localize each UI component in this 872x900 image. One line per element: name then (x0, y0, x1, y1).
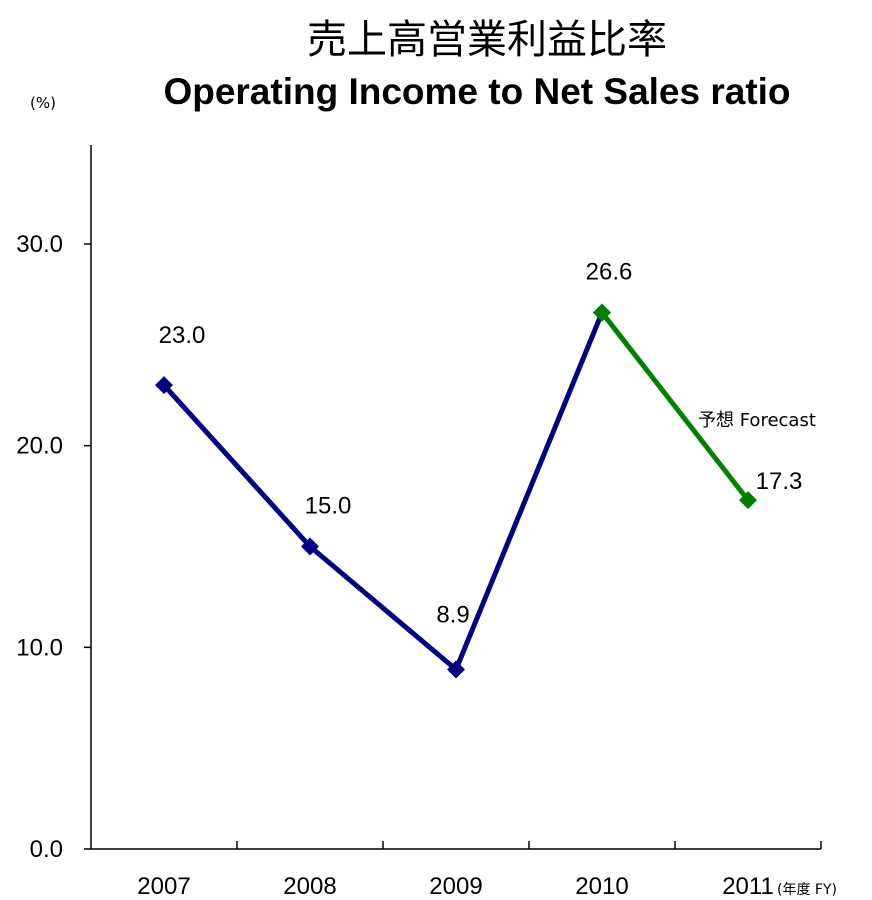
series-line-0 (162, 311, 605, 673)
data-point-marker (155, 376, 173, 395)
data-point-marker (301, 537, 319, 556)
y-axis-unit-label: (%) (30, 94, 56, 112)
data-label: 8.9 (436, 602, 469, 629)
series-layer: 23.0 15.0 8.9 26.6 17.3 (155, 259, 802, 679)
x-axis-unit-label: (年度 FY) (777, 882, 837, 898)
data-label: 17.3 (756, 468, 803, 495)
y-tick-label: 20.0 (16, 433, 63, 460)
chart-subtitle: Operating Income to Net Sales ratio (163, 71, 790, 112)
forecast-annotation: 予想 Forecast (698, 410, 816, 431)
x-tick-label: 2010 (575, 873, 628, 900)
x-tick-label: 2007 (137, 873, 190, 900)
series-line-1 (600, 311, 750, 502)
chart-title: 売上高営業利益比率 (307, 17, 667, 63)
data-label: 15.0 (305, 493, 352, 520)
y-tick-label: 0.0 (30, 836, 63, 863)
data-point-marker (593, 303, 611, 322)
data-point-marker (447, 660, 465, 679)
data-label: 23.0 (159, 322, 206, 349)
data-label: 26.6 (586, 259, 633, 286)
x-tick-label: 2011 (722, 873, 774, 900)
x-tick-label: 2008 (283, 873, 336, 900)
y-tick-label: 10.0 (16, 634, 63, 661)
y-tick-label: 30.0 (16, 231, 63, 258)
x-axis-ticks: 2007 2008 2009 2010 2011 (137, 841, 822, 900)
data-point-marker (739, 491, 757, 510)
y-axis-ticks: 0.0 10.0 20.0 30.0 (16, 231, 91, 863)
x-tick-label: 2009 (429, 873, 482, 900)
